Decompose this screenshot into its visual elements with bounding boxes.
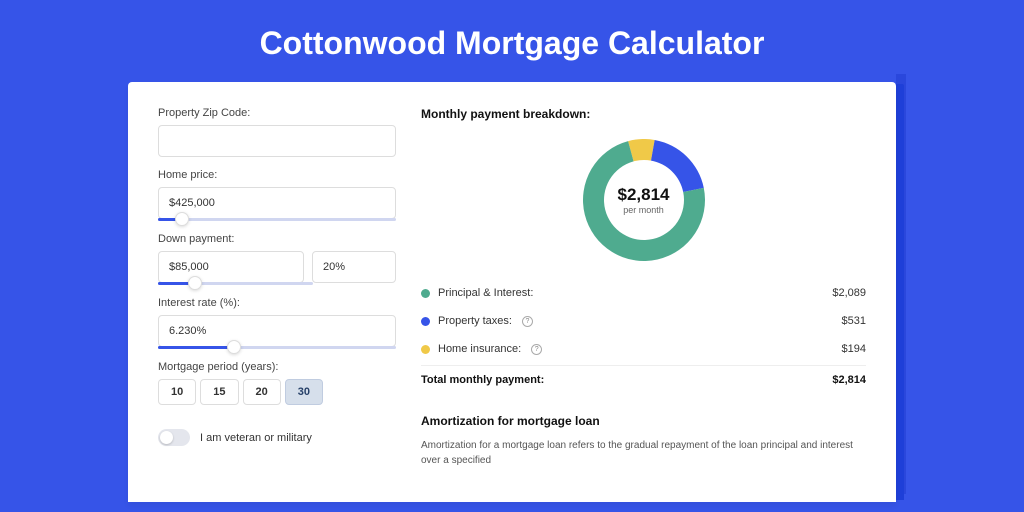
period-field: Mortgage period (years): 10152030: [158, 361, 396, 405]
home-price-slider[interactable]: [158, 218, 396, 221]
legend-label: Property taxes:: [438, 315, 512, 327]
period-label: Mortgage period (years):: [158, 361, 396, 373]
rate-label: Interest rate (%):: [158, 297, 396, 309]
page-title: Cottonwood Mortgage Calculator: [0, 0, 1024, 82]
period-btn-20[interactable]: 20: [243, 379, 281, 405]
veteran-label: I am veteran or military: [200, 432, 312, 444]
period-btn-30[interactable]: 30: [285, 379, 323, 405]
legend-dot: [421, 317, 430, 326]
form-column: Property Zip Code: Home price: Down paym…: [158, 107, 396, 477]
info-icon[interactable]: ?: [522, 316, 533, 327]
donut-amount: $2,814: [618, 185, 670, 205]
zip-label: Property Zip Code:: [158, 107, 396, 119]
donut-chart-wrap: $2,814 per month: [421, 131, 866, 279]
veteran-toggle-row: I am veteran or military: [158, 429, 396, 446]
legend-value: $194: [842, 343, 866, 355]
down-payment-input[interactable]: [158, 251, 304, 283]
total-row: Total monthly payment: $2,814: [421, 365, 866, 394]
amortization-title: Amortization for mortgage loan: [421, 414, 866, 428]
home-price-input[interactable]: [158, 187, 396, 219]
amortization-text: Amortization for a mortgage loan refers …: [421, 438, 866, 468]
rate-slider[interactable]: [158, 346, 396, 349]
legend-value: $531: [842, 315, 866, 327]
down-payment-pct-input[interactable]: [312, 251, 396, 283]
toggle-knob: [160, 431, 173, 444]
legend-label: Principal & Interest:: [438, 287, 533, 299]
legend-label: Home insurance:: [438, 343, 521, 355]
down-payment-label: Down payment:: [158, 233, 396, 245]
total-value: $2,814: [832, 374, 866, 386]
period-buttons: 10152030: [158, 379, 396, 405]
info-icon[interactable]: ?: [531, 344, 542, 355]
breakdown-title: Monthly payment breakdown:: [421, 107, 866, 121]
amortization-section: Amortization for mortgage loan Amortizat…: [421, 414, 866, 468]
home-price-field: Home price:: [158, 169, 396, 221]
period-btn-10[interactable]: 10: [158, 379, 196, 405]
slider-thumb[interactable]: [188, 276, 202, 290]
legend-dot: [421, 345, 430, 354]
legend-value: $2,089: [832, 287, 866, 299]
donut-chart: $2,814 per month: [583, 139, 705, 261]
legend-row-2: Home insurance: ? $194: [421, 335, 866, 363]
total-label: Total monthly payment:: [421, 374, 544, 386]
period-btn-15[interactable]: 15: [200, 379, 238, 405]
veteran-toggle[interactable]: [158, 429, 190, 446]
rate-field: Interest rate (%):: [158, 297, 396, 349]
calculator-card: Property Zip Code: Home price: Down paym…: [128, 82, 896, 502]
legend: Principal & Interest: $2,089Property tax…: [421, 279, 866, 363]
rate-input[interactable]: [158, 315, 396, 347]
slider-thumb[interactable]: [227, 340, 241, 354]
zip-field: Property Zip Code:: [158, 107, 396, 157]
zip-input[interactable]: [158, 125, 396, 157]
legend-row-0: Principal & Interest: $2,089: [421, 279, 866, 307]
down-payment-field: Down payment:: [158, 233, 396, 285]
donut-sublabel: per month: [618, 205, 670, 215]
legend-dot: [421, 289, 430, 298]
breakdown-column: Monthly payment breakdown: $2,814 per mo…: [421, 107, 866, 477]
home-price-label: Home price:: [158, 169, 396, 181]
down-payment-slider[interactable]: [158, 282, 313, 285]
slider-thumb[interactable]: [175, 212, 189, 226]
legend-row-1: Property taxes: ? $531: [421, 307, 866, 335]
